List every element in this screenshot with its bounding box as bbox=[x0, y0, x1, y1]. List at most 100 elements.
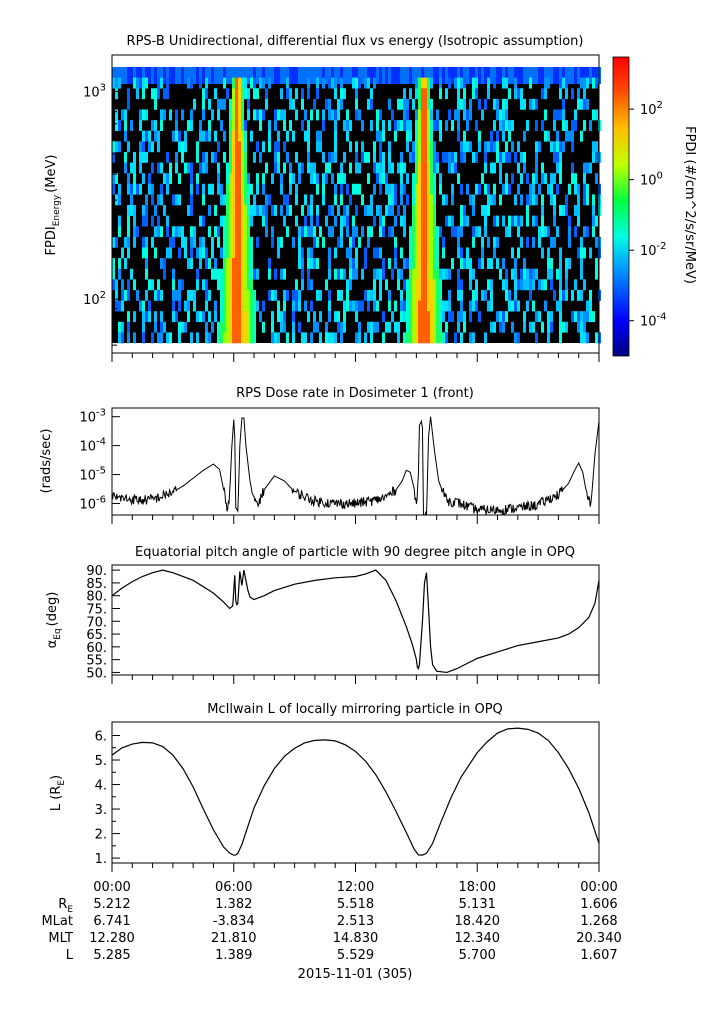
heatmap-cell bbox=[235, 289, 238, 301]
heatmap-cell bbox=[463, 98, 466, 110]
heatmap-cell bbox=[304, 332, 307, 344]
heatmap-cell bbox=[472, 67, 475, 84]
heatmap-cell bbox=[505, 77, 508, 89]
heatmap-cell bbox=[427, 120, 430, 131]
heatmap-cell bbox=[568, 226, 571, 238]
heatmap-cell bbox=[211, 247, 214, 259]
heatmap-cell bbox=[154, 88, 157, 100]
heatmap-cell bbox=[142, 173, 145, 185]
heatmap-cell bbox=[304, 300, 307, 312]
ephemeris-value: 12.280 bbox=[89, 931, 135, 946]
heatmap-cell bbox=[214, 226, 217, 238]
heatmap-cell bbox=[472, 194, 475, 206]
heatmap-cell bbox=[124, 67, 127, 84]
heatmap-cell bbox=[271, 289, 274, 301]
heatmap-cell bbox=[460, 247, 463, 259]
heatmap-cell bbox=[280, 173, 283, 185]
heatmap-cell bbox=[271, 311, 274, 323]
heatmap-cell bbox=[517, 279, 520, 291]
heatmap-cell bbox=[316, 141, 319, 153]
heatmap-cell bbox=[142, 247, 145, 259]
heatmap-cell bbox=[268, 258, 271, 269]
heatmap-cell bbox=[313, 173, 316, 185]
heatmap-cell bbox=[229, 141, 232, 153]
heatmap-cell bbox=[232, 130, 235, 142]
heatmap-cell bbox=[229, 279, 232, 291]
heatmap-cell bbox=[136, 88, 139, 100]
heatmap-cell bbox=[172, 289, 175, 301]
colorbar bbox=[612, 56, 630, 357]
heatmap-cell bbox=[160, 77, 163, 89]
heatmap-cell bbox=[550, 258, 553, 269]
heatmap-cell bbox=[367, 300, 370, 312]
heatmap-cell bbox=[562, 205, 565, 216]
heatmap-cell bbox=[544, 279, 547, 291]
heatmap-cell bbox=[247, 205, 250, 216]
heatmap-cell bbox=[388, 183, 391, 195]
heatmap-cell bbox=[574, 183, 577, 195]
heatmap-cell bbox=[562, 321, 565, 333]
heatmap-cell bbox=[595, 215, 598, 227]
heatmap-cell bbox=[427, 130, 430, 142]
heatmap-cell bbox=[418, 258, 421, 269]
heatmap-cell bbox=[424, 236, 427, 248]
heatmap-cell bbox=[340, 183, 343, 195]
heatmap-cell bbox=[253, 311, 256, 323]
heatmap-cell bbox=[490, 289, 493, 301]
heatmap-cell bbox=[403, 162, 406, 174]
heatmap-cell bbox=[175, 311, 178, 323]
heatmap-cell bbox=[319, 67, 322, 84]
heatmap-cell bbox=[241, 88, 244, 100]
heatmap-cell bbox=[454, 67, 457, 84]
heatmap-cell bbox=[151, 141, 154, 153]
heatmap-cell bbox=[337, 311, 340, 323]
heatmap-cell bbox=[211, 321, 214, 333]
heatmap-cell bbox=[169, 162, 172, 174]
heatmap-cell bbox=[412, 236, 415, 248]
heatmap-cell bbox=[538, 311, 541, 323]
heatmap-cell bbox=[247, 268, 250, 280]
heatmap-cell bbox=[424, 183, 427, 195]
heatmap-cell bbox=[472, 236, 475, 248]
heatmap-cell bbox=[427, 300, 430, 312]
heatmap-cell bbox=[214, 205, 217, 216]
heatmap-cell bbox=[205, 130, 208, 142]
heatmap-cell bbox=[310, 279, 313, 291]
heatmap-cell bbox=[256, 300, 259, 312]
heatmap-cell bbox=[316, 88, 319, 100]
heatmap-cell bbox=[343, 88, 346, 100]
heatmap-cell bbox=[490, 279, 493, 291]
heatmap-cell bbox=[244, 311, 247, 323]
heatmap-cell bbox=[424, 268, 427, 280]
colorbar-tick-label: 10-2 bbox=[640, 241, 667, 259]
date-label: 2015-11-01 (305) bbox=[298, 967, 413, 982]
heatmap-cell bbox=[442, 247, 445, 259]
heatmap-cell bbox=[214, 151, 217, 163]
heatmap-cell bbox=[406, 194, 409, 206]
heatmap-cell bbox=[283, 289, 286, 301]
heatmap-cell bbox=[379, 268, 382, 280]
heatmap-cell bbox=[508, 215, 511, 227]
heatmap-cell bbox=[295, 215, 298, 227]
heatmap-cell bbox=[142, 311, 145, 323]
heatmap-cell bbox=[127, 88, 130, 100]
heatmap-cell bbox=[592, 151, 595, 163]
heatmap-cell bbox=[541, 279, 544, 291]
heatmap-cell bbox=[508, 289, 511, 301]
heatmap-cell bbox=[118, 215, 121, 227]
heatmap-cell bbox=[247, 279, 250, 291]
heatmap-cell bbox=[142, 141, 145, 153]
heatmap-cell bbox=[238, 332, 241, 344]
heatmap-cell bbox=[367, 173, 370, 185]
heatmap-cell bbox=[229, 194, 232, 206]
heatmap-cell bbox=[289, 183, 292, 195]
heatmap-cell bbox=[118, 321, 121, 333]
heatmap-cell bbox=[373, 162, 376, 174]
heatmap-cell bbox=[145, 205, 148, 216]
heatmap-cell bbox=[184, 162, 187, 174]
heatmap-cell bbox=[430, 215, 433, 227]
heatmap-cell bbox=[193, 67, 196, 84]
heatmap-cell bbox=[457, 321, 460, 333]
heatmap-cell bbox=[421, 205, 424, 216]
